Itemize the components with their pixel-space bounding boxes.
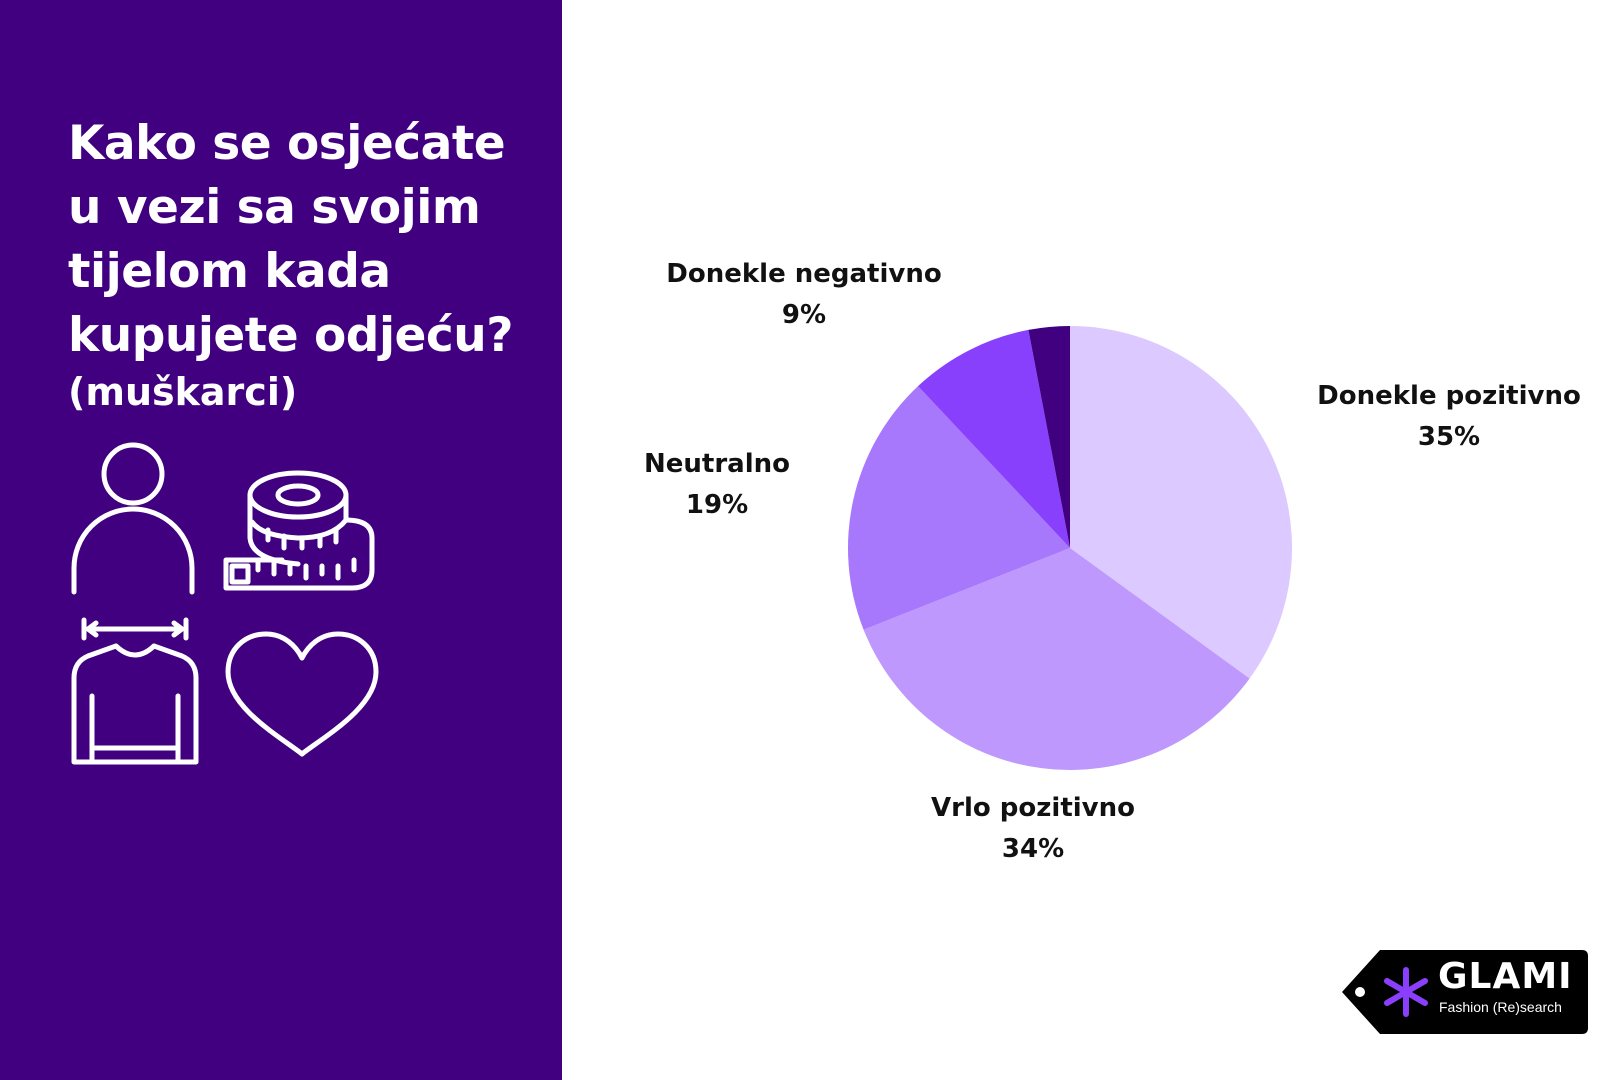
pie-slice-donekle-pozitivno bbox=[1070, 326, 1293, 679]
pie-slice-vrlo-pozitivno bbox=[863, 548, 1250, 771]
logo-name: GLAMI bbox=[1438, 956, 1573, 997]
glami-logo bbox=[1342, 950, 1588, 1034]
slice-label-neutralno: Neutralno 19% bbox=[644, 444, 790, 526]
pie-slice-donekle-negativno bbox=[918, 329, 1070, 548]
slice-value: 9% bbox=[781, 300, 827, 330]
logo-tagline: Fashion (Re)search bbox=[1439, 999, 1562, 1015]
heart-icon bbox=[225, 631, 379, 757]
left-panel bbox=[0, 0, 562, 1080]
slice-name: Vrlo pozitivno bbox=[931, 793, 1135, 823]
slice-name: Neutralno bbox=[644, 449, 790, 479]
pie-slice-neutralno bbox=[848, 386, 1070, 630]
slice-name: Donekle pozitivno bbox=[1317, 381, 1581, 411]
shirt-icon bbox=[71, 617, 199, 765]
slice-value: 35% bbox=[1417, 422, 1481, 452]
slice-label-donekle-pozitivno: Donekle pozitivno 35% bbox=[1317, 376, 1581, 458]
slice-value: 34% bbox=[1001, 834, 1065, 864]
slice-value: 19% bbox=[685, 490, 749, 520]
person-icon bbox=[71, 442, 195, 595]
slice-name: Donekle negativno bbox=[666, 259, 942, 289]
chart-subtitle: (muškarci) bbox=[68, 370, 298, 414]
pie-slice-unlabeled-4 bbox=[1028, 326, 1070, 548]
chart-title: Kako se osjećate u vezi sa svojim tijelo… bbox=[68, 116, 514, 363]
asterisk-icon bbox=[1384, 967, 1428, 1017]
slice-label-donekle-negativno: Donekle negativno 9% bbox=[666, 254, 941, 336]
slice-label-vrlo-pozitivno: Vrlo pozitivno 34% bbox=[931, 788, 1135, 870]
measuring-tape-icon bbox=[223, 470, 375, 591]
